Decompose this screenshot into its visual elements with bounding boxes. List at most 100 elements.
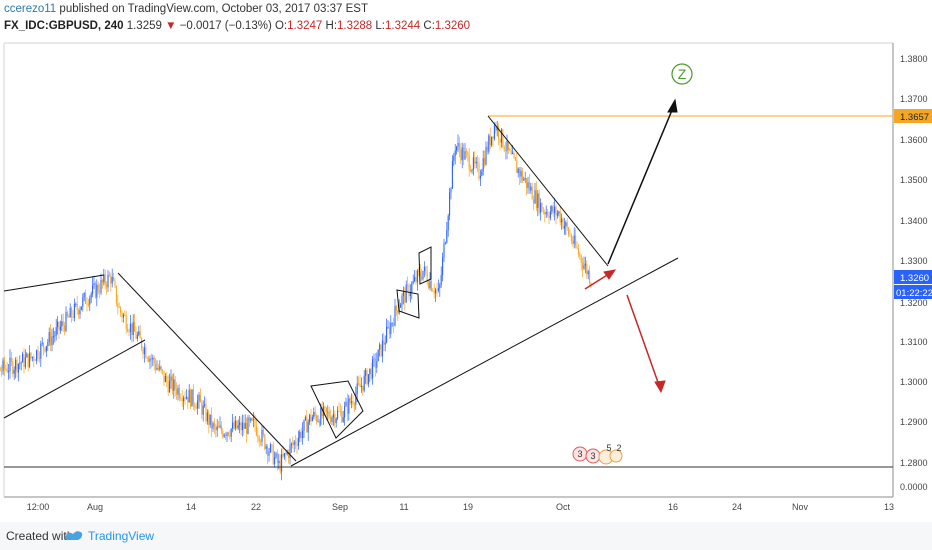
- candle-body: [421, 276, 423, 280]
- time-tick: 11: [399, 502, 408, 512]
- candle-body: [307, 421, 309, 433]
- symbol-label: FX_IDC:GBPUSD, 240: [4, 20, 124, 32]
- candle-body: [517, 168, 519, 174]
- chart-canvas[interactable]: Z 3 3 5 2 1.3800 1.3700 1.3600 1.3500 1.…: [0, 0, 932, 522]
- time-tick: 13: [884, 502, 894, 512]
- candle-body: [30, 352, 32, 359]
- candle-body: [2, 360, 4, 371]
- candle-body: [108, 274, 110, 277]
- candle-body: [492, 136, 494, 139]
- candle-body: [331, 417, 333, 422]
- level-price-badge: [894, 109, 932, 123]
- candle-body: [27, 353, 29, 367]
- candle-body: [80, 306, 82, 310]
- candle-body: [118, 307, 120, 309]
- candle-body: [288, 452, 290, 458]
- candle-body: [246, 423, 248, 434]
- candle-body: [107, 274, 109, 288]
- candle-body: [184, 397, 186, 399]
- candle-body: [253, 419, 255, 421]
- candle-body: [293, 441, 295, 445]
- pennant-pattern-2: [396, 289, 420, 319]
- candle-body: [346, 401, 348, 414]
- candle-body: [577, 248, 579, 255]
- price-axis[interactable]: 1.3800 1.3700 1.3600 1.3500 1.3400 1.330…: [894, 54, 932, 492]
- candle-body: [17, 364, 19, 373]
- candle-body: [251, 418, 253, 421]
- candle-body: [195, 407, 197, 409]
- candle-body: [435, 289, 437, 294]
- candle-body: [482, 158, 484, 172]
- candle-body: [138, 331, 140, 335]
- economic-events[interactable]: 3 3 5 2: [572, 443, 623, 465]
- candle-body: [558, 211, 560, 214]
- candle-body: [587, 271, 589, 275]
- candle-body: [325, 407, 327, 413]
- candle-body: [96, 284, 98, 298]
- price-tick: 1.3300: [900, 256, 928, 266]
- candle-body: [327, 411, 329, 413]
- candle-body: [330, 417, 332, 422]
- candle-body: [575, 235, 577, 246]
- candle-body: [342, 417, 344, 422]
- candle-body: [132, 321, 134, 335]
- candle-body: [208, 412, 210, 425]
- candle-body: [446, 229, 448, 243]
- candle-body: [484, 158, 486, 165]
- candle-body: [69, 307, 71, 318]
- candle-body: [338, 410, 340, 412]
- candle-body: [285, 453, 287, 455]
- candle-body: [356, 383, 358, 394]
- candle-body: [320, 407, 322, 425]
- candle-body: [429, 280, 431, 288]
- candle-body: [41, 342, 43, 344]
- candle-body: [97, 284, 99, 292]
- candle-body: [15, 359, 17, 370]
- candle-body: [395, 305, 397, 311]
- candle-body: [475, 161, 477, 164]
- candle-body: [275, 453, 277, 458]
- candle-body: [335, 418, 337, 424]
- candle-body: [481, 171, 483, 176]
- candle-body: [73, 304, 75, 319]
- candle-body: [521, 170, 523, 181]
- candle-body: [304, 417, 306, 420]
- countdown-badge: [894, 285, 932, 299]
- candle-body: [127, 329, 129, 332]
- author-link[interactable]: ccerezo11: [4, 3, 57, 15]
- candle-body: [373, 358, 375, 360]
- price-tick: 1.3800: [900, 54, 928, 64]
- candle-body: [344, 406, 346, 418]
- long-uptrend-line: [290, 257, 679, 467]
- candle-body: [106, 284, 108, 288]
- candle-body: [9, 357, 11, 371]
- candle-body: [155, 363, 157, 370]
- candle-body: [262, 429, 264, 435]
- candle-body: [26, 353, 28, 358]
- time-axis[interactable]: 12:00 Aug 14 22 Sep 11 19 Oct 16 24 Nov …: [27, 502, 894, 512]
- candle-body: [337, 410, 339, 419]
- candle-body: [204, 404, 206, 406]
- candle-body: [422, 270, 424, 280]
- candle-body: [216, 426, 218, 431]
- candle-body: [526, 178, 528, 188]
- event-count: 5: [606, 443, 611, 453]
- candle-body: [426, 273, 428, 283]
- candle-body: [268, 451, 270, 456]
- candle-body: [44, 347, 46, 352]
- price-tick: 1.3500: [900, 175, 928, 185]
- candle-body: [295, 441, 297, 445]
- candle-body: [353, 404, 355, 406]
- candle-body: [387, 326, 389, 328]
- candle-body: [516, 160, 518, 174]
- candle-body: [458, 142, 460, 151]
- tradingview-brand-link[interactable]: TradingView: [88, 529, 155, 543]
- candle-body: [555, 206, 557, 216]
- candle-body: [506, 141, 508, 152]
- candle-body: [258, 436, 260, 442]
- candle-body: [89, 297, 91, 305]
- candle-body: [444, 242, 446, 244]
- symbol-info: FX_IDC:GBPUSD, 240 1.3259 ▼ −0.0017 (−0.…: [4, 20, 470, 32]
- candle-body: [512, 152, 514, 155]
- candle-body: [59, 326, 61, 331]
